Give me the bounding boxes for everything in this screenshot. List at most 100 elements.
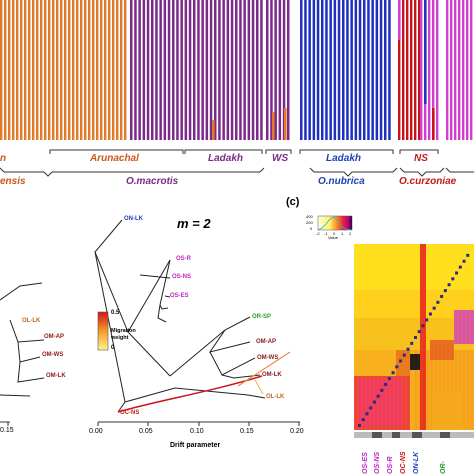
colorkey-xtick: -1 xyxy=(324,231,328,236)
structure-bar xyxy=(96,0,99,140)
left-tip-label: OM-AP xyxy=(44,334,64,340)
heatmap-diagonal-cell xyxy=(387,377,391,381)
structure-bar xyxy=(418,0,421,140)
heatmap-diagonal-cell xyxy=(372,400,376,404)
structure-bar xyxy=(8,0,11,140)
heatmap-diagonal-cell xyxy=(361,418,365,422)
heatmap-diagonal-cell xyxy=(384,382,388,386)
structure-bar xyxy=(0,0,3,140)
heatmap-diagonal-cell xyxy=(432,306,436,310)
heatmap-diagonal-cell xyxy=(440,294,444,298)
heatmap-diagonal-cell xyxy=(380,388,384,392)
structure-bar xyxy=(325,0,328,140)
structure-bar xyxy=(235,0,238,140)
structure-bar xyxy=(410,0,413,140)
tip-label-om-ap: OM-AP xyxy=(256,339,276,345)
structure-bar xyxy=(88,0,91,140)
structure-bar xyxy=(20,0,23,140)
structure-bar xyxy=(230,0,234,140)
structure-bar-plot xyxy=(0,0,473,140)
structure-bar xyxy=(446,0,449,140)
colorkey-label: Value xyxy=(328,235,338,240)
structure-bar xyxy=(104,0,107,140)
heatmap-diagonal-cell xyxy=(466,253,470,257)
heatmap-diagonal-cell xyxy=(376,394,380,398)
heatmap-column-label: OS-NS xyxy=(374,451,381,474)
structure-bar xyxy=(201,0,204,140)
structure-bar xyxy=(218,0,221,140)
region-label-ws: WS xyxy=(272,153,288,164)
migration-weight-label: Migration weight xyxy=(111,328,136,341)
heatmap-diagonal-cell xyxy=(451,277,455,281)
region-label: WS xyxy=(272,153,289,164)
species-label: O.macrotis xyxy=(126,176,179,187)
structure-bar xyxy=(432,0,435,140)
species-label-nubrica: O.nubrica xyxy=(318,176,365,187)
structure-bar xyxy=(363,0,366,140)
structure-bar xyxy=(316,0,320,140)
structure-bar xyxy=(84,0,87,140)
region-label: NS xyxy=(414,153,428,164)
structure-bar-admixture xyxy=(284,108,287,140)
structure-bar xyxy=(462,0,465,140)
structure-bar xyxy=(12,0,15,140)
structure-bar xyxy=(72,0,75,140)
structure-bar xyxy=(226,0,230,140)
structure-bar xyxy=(116,0,119,140)
structure-bar xyxy=(124,0,127,140)
heatmap-diagonal-cell xyxy=(369,406,373,410)
region-label: Ladakh xyxy=(326,153,362,164)
left-tip-label: OM-LK xyxy=(46,373,66,379)
x-tick-label: 0.00 xyxy=(89,428,103,435)
heatmap-diagonal-cell xyxy=(417,330,421,334)
panel-a-group-lines xyxy=(0,149,474,177)
structure-bar xyxy=(52,0,55,140)
tip-label-om-lk: OM-LK xyxy=(262,372,282,378)
heatmap-diagonal-cell xyxy=(455,271,459,275)
structure-bar-admixture xyxy=(424,0,427,104)
left-tip-label: OL-LK xyxy=(22,318,41,324)
structure-bar-admixture xyxy=(398,0,401,40)
treemix-tree xyxy=(0,219,266,413)
tip-label-os-es: OS-ES xyxy=(170,293,189,299)
heatmap-block xyxy=(420,244,426,430)
migration-edges xyxy=(117,351,291,413)
heatmap-block xyxy=(410,354,420,370)
structure-bar xyxy=(274,0,277,140)
region-label: n xyxy=(0,153,7,164)
heatmap-diagonal-cell xyxy=(425,318,429,322)
heatmap-diagonal-cell xyxy=(399,359,403,363)
region-label-ladakh-2: Ladakh xyxy=(326,153,361,164)
colorkey-histogram xyxy=(317,216,353,231)
heatmap-block xyxy=(354,244,474,290)
species-label: O.curzoniae xyxy=(399,176,457,187)
structure-bar xyxy=(308,0,311,140)
heatmap-column-label: OR- xyxy=(440,461,447,474)
structure-bar xyxy=(346,0,349,140)
structure-bar xyxy=(92,0,95,140)
heatmap-diagonal-cell xyxy=(447,283,451,287)
heatmap-block xyxy=(432,392,462,430)
heatmap-column-label: ON-LK xyxy=(413,451,420,474)
heatmap-diagonal-cell xyxy=(462,259,466,263)
heatmap-column-label: OS-ES xyxy=(362,452,369,474)
tip-label-oc-ns: OC-NS xyxy=(120,410,140,416)
structure-bar xyxy=(450,0,453,140)
structure-bar xyxy=(402,0,405,140)
structure-bar xyxy=(367,0,370,140)
structure-bar xyxy=(428,0,431,140)
structure-bar xyxy=(138,0,141,140)
structure-bar xyxy=(358,0,362,140)
structure-bar xyxy=(454,0,457,140)
structure-bar xyxy=(342,0,345,140)
heatmap-block xyxy=(396,350,410,376)
colorkey-ytick: 200 xyxy=(306,220,313,225)
species-label-curzoniae: O.curzoniae xyxy=(399,176,456,187)
structure-bar xyxy=(24,0,27,140)
structure-bar xyxy=(60,0,63,140)
region-label-ns: NS xyxy=(414,153,428,164)
structure-bar xyxy=(64,0,67,140)
structure-bar-admixture xyxy=(212,120,215,140)
structure-bar xyxy=(44,0,47,140)
